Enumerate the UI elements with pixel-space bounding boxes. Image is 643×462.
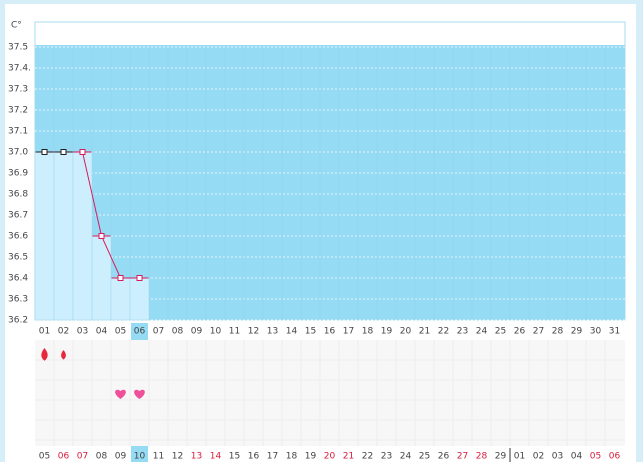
plot-background [35,45,625,320]
y-tick-label: 36.3 [8,295,28,305]
calendar-date: 16 [248,452,260,462]
calendar-date: 14 [210,452,222,462]
flow-drop [41,348,48,361]
calendar-date: 04 [571,452,583,462]
y-tick-label: 37.5 [8,43,28,53]
calendar-date: 11 [153,452,164,462]
x-tick-label: 16 [324,327,336,337]
x-tick-label: 17 [343,327,354,337]
calendar-date: 20 [324,452,336,462]
temp-column [34,151,55,321]
temp-marker [117,275,124,281]
x-tick-label: 30 [590,327,602,337]
x-tick-label: 24 [476,327,488,337]
y-tick-label: 37.4. [8,64,31,74]
y-tick-label: 36.8 [8,190,28,200]
highlight-cell [131,323,148,340]
x-tick-label: 06 [134,327,146,337]
x-tick-label: 04 [96,327,108,337]
calendar-date: 06 [609,452,621,462]
calendar-date: 10 [134,452,146,462]
y-tick-label: 36.6 [8,232,28,242]
y-tick-label: 36.9 [8,169,28,179]
date-highlight [131,446,148,462]
calendar-date: 26 [438,452,450,462]
calendar-date: 06 [58,452,70,462]
x-tick-label: 05 [115,327,126,337]
calendar-date: 24 [400,452,412,462]
x-tick-label: 11 [229,327,240,337]
temp-column [91,235,112,321]
x-tick-label: 02 [58,327,69,337]
x-tick-label: 22 [438,327,449,337]
calendar-date: 05 [590,452,601,462]
calendar-date: 15 [229,452,240,462]
calendar-date: 13 [191,452,202,462]
unit: C° [11,21,22,31]
x-tick-label: 29 [571,327,583,337]
y-tick-label: 36.5 [8,253,28,263]
x-tick-label: 15 [305,327,316,337]
temp-marker [60,149,67,155]
calendar-date: 17 [267,452,278,462]
x-tick-label: 14 [286,327,298,337]
heart [134,389,145,399]
calendar-date: 29 [495,452,507,462]
x-tick-label: 27 [533,327,544,337]
calendar-date: 07 [77,452,88,462]
x-tick-label: 18 [362,327,374,337]
x-tick-label: 09 [191,327,203,337]
calendar-date: 09 [115,452,127,462]
x-tick-label: 28 [552,327,564,337]
x-tick-label: 20 [400,327,412,337]
x-tick-label: 10 [210,327,222,337]
y-tick-label: 36.7 [8,211,28,221]
flow-drop [61,350,66,360]
calendar-date: 05 [39,452,50,462]
calendar-date: 12 [172,452,183,462]
x-tick-label: 26 [514,327,526,337]
x-tick-label: 03 [77,327,88,337]
calendar-date: 21 [343,452,354,462]
y-tick-label: 36.4 [8,274,28,284]
calendar-date: 03 [552,452,563,462]
x-tick-label: 13 [267,327,278,337]
y-tick-label: 37.3 [8,85,28,95]
y-tick-label: 36.2 [8,316,28,326]
temp-column [110,277,131,321]
calendar-date: 22 [362,452,373,462]
x-tick-label: 07 [153,327,164,337]
calendar-date: 25 [419,452,430,462]
x-tick-label: 31 [609,327,620,337]
calendar-date: 27 [457,452,468,462]
calendar-date: 01 [514,452,525,462]
calendar-date: 08 [96,452,108,462]
event-area [35,340,625,446]
x-tick-label: 12 [248,327,259,337]
x-tick-label: 19 [381,327,393,337]
temp-marker [41,149,48,155]
calendar-date: 23 [381,452,392,462]
temp-column [129,277,150,321]
x-tick-label: 23 [457,327,468,337]
y-tick-label: 37.1 [8,127,28,137]
x-tick-label: 25 [495,327,506,337]
heart [115,389,126,399]
temp-column [72,151,93,321]
calendar-date: 19 [305,452,317,462]
calendar-date: 02 [533,452,544,462]
temp-marker [136,275,143,281]
x-tick-label: 08 [172,327,184,337]
calendar-date: 28 [476,452,488,462]
temp-column [53,151,74,321]
temp-marker [79,149,86,155]
y-tick-label: 37.2 [8,106,28,116]
temp-marker [98,233,105,239]
y-tick-label: 37.0 [8,148,28,158]
calendar-date: 18 [286,452,298,462]
x-tick-label: 01 [39,327,50,337]
x-tick-label: 21 [419,327,430,337]
